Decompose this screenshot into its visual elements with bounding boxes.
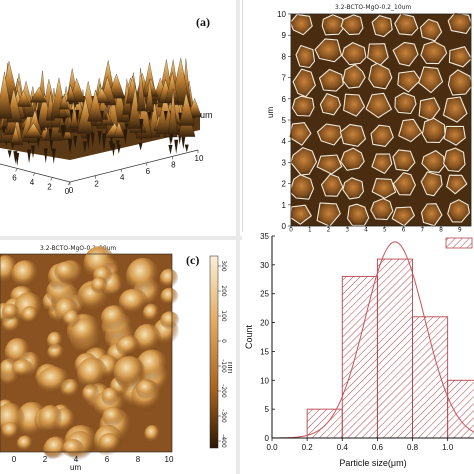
afm-3d-x-tick: 10: [195, 154, 204, 163]
colorbar-tick: -200: [220, 384, 227, 398]
grain-map-y-tick: 8: [282, 52, 287, 61]
afm-2d-x-tick: 8: [136, 455, 141, 464]
histogram-panel: 0 5 10 15 20 25 30 35 0.0 0.2 0.4 0.6 0.8 1.0 Count P…: [242, 232, 474, 474]
histogram-x-tick: 0.8: [407, 443, 419, 452]
afm-2d-panel: 3.2-BCTO-MgO-0.2_10um 0 2 4 6 8 10 um (c) 300…: [0, 242, 232, 474]
histogram-legend-swatch: [445, 237, 473, 249]
histogram-bar: [376, 258, 413, 439]
afm-2d-x-unit: um: [70, 463, 81, 472]
afm-3d-x-tick: 0: [69, 186, 74, 195]
histogram-x-tick: 0.2: [302, 443, 314, 452]
histogram-y-tick: 30: [260, 261, 269, 270]
panel-separator-horizontal: [0, 236, 474, 240]
afm-3d-y-tick: 4: [30, 178, 35, 187]
grain-map-y-tick: 3: [282, 158, 287, 167]
grain-map-panel: 3.2-BCTO-MgO-0.2_10um 0 1 2 3 4 5 6 7 8 9 10 0 1 2 3 4…: [242, 0, 474, 232]
histogram-y-tick: 15: [260, 347, 269, 356]
grain-map-x-tick: 9: [458, 227, 462, 233]
afm-3d-x-tick: 8: [171, 160, 176, 169]
grain-map-x-tick: 2: [327, 227, 331, 233]
colorbar-tick: -300: [220, 409, 227, 423]
grain-map-x-tick: 4: [364, 227, 368, 233]
afm-2d-header: 3.2-BCTO-MgO-0.2_10um: [40, 245, 116, 252]
histogram-fit-curve: [271, 241, 474, 439]
afm-3d-x-tick: 2: [94, 180, 99, 189]
colorbar-tick: 0: [220, 339, 227, 343]
grain-map-x-tick: 1: [308, 227, 312, 233]
colorbar-tick: 100: [220, 310, 227, 322]
grain-outlines: [288, 11, 473, 227]
grain-map: 3.2-BCTO-MgO-0.2_10um 0 1 2 3 4 5 6 7 8 9 10 0 1 2 3 4…: [266, 4, 473, 233]
grain-map-x-tick: 5: [383, 227, 387, 233]
histogram-x-tick: 0.0: [266, 443, 278, 452]
afm-2d-x-tick: 4: [74, 455, 79, 464]
afm-2d-image: 3.2-BCTO-MgO-0.2_10um 0 2 4 6 8 10 um (c) 300…: [0, 245, 232, 472]
panel-label-c: (c): [186, 253, 199, 267]
afm-3d-y-tick: 0: [65, 187, 70, 196]
histogram-bar: [341, 275, 378, 439]
grain-map-y-tick: 5: [282, 116, 287, 125]
histogram-y-tick: 10: [260, 376, 269, 385]
grain-map-x-tick: 0: [289, 227, 293, 233]
histogram-y-tick: 0: [265, 434, 270, 443]
histogram-bar: [412, 316, 449, 439]
particle-size-histogram: 0 5 10 15 20 25 30 35 0.0 0.2 0.4 0.6 0.8 1.0 Count P…: [244, 232, 474, 468]
grain-map-x-tick: 6: [402, 227, 406, 233]
afm-2d-x-tick: 10: [165, 455, 174, 464]
histogram-x-tick: 0.4: [337, 443, 349, 452]
afm-3d-x-tick: 6: [146, 167, 151, 176]
histogram-x-label: Particle size(μm): [339, 458, 406, 468]
colorbar-tick: 200: [220, 285, 227, 297]
grain-map-y-tick: 1: [282, 201, 287, 210]
afm-3d-y-tick: 6: [12, 174, 17, 183]
histogram-y-tick: 35: [260, 232, 269, 241]
grain-map-y-tick: 2: [282, 180, 287, 189]
grain-map-header: 3.2-BCTO-MgO-0.2_10um: [335, 4, 411, 11]
histogram-y-label: Count: [244, 325, 254, 350]
colorbar-tick: -100: [220, 359, 227, 373]
afm-3d-y-tick: 2: [47, 183, 52, 192]
grain-map-y-tick: 6: [282, 95, 287, 104]
histogram-y-tick: 5: [265, 405, 270, 414]
histogram-x-tick: 1.0: [442, 443, 454, 452]
grain-map-x-tick: 7: [420, 227, 424, 233]
grain-map-y-tick: 4: [282, 137, 287, 146]
panel-label-a: (a): [196, 15, 210, 29]
grain-map-y-tick: 9: [282, 31, 287, 40]
histogram-y-tick: 25: [260, 290, 269, 299]
afm-3d-peaks: [0, 57, 202, 166]
colorbar-tick: -400: [220, 434, 227, 448]
grain-map-y-tick: 10: [277, 10, 286, 19]
colorbar: [209, 255, 219, 449]
grain-map-y-tick: 0: [282, 222, 287, 231]
grain-map-y-tick: 7: [282, 74, 287, 83]
histogram-x-tick: 0.6: [372, 443, 384, 452]
colorbar-tick: 300: [220, 260, 227, 272]
afm-2d-x-tick: 2: [43, 455, 48, 464]
afm-3d-unit: um: [200, 110, 213, 120]
afm-2d-x-tick: 6: [105, 455, 110, 464]
afm-2d-x-tick: 0: [12, 455, 17, 464]
grain-map-x-tick: 8: [439, 227, 443, 233]
colorbar-unit: nm: [226, 362, 232, 373]
grain-map-y-unit: um: [266, 107, 275, 118]
grain-map-x-tick: 3: [345, 227, 349, 233]
afm-3d-x-tick: 4: [120, 173, 125, 182]
histogram-y-tick: 20: [260, 319, 269, 328]
